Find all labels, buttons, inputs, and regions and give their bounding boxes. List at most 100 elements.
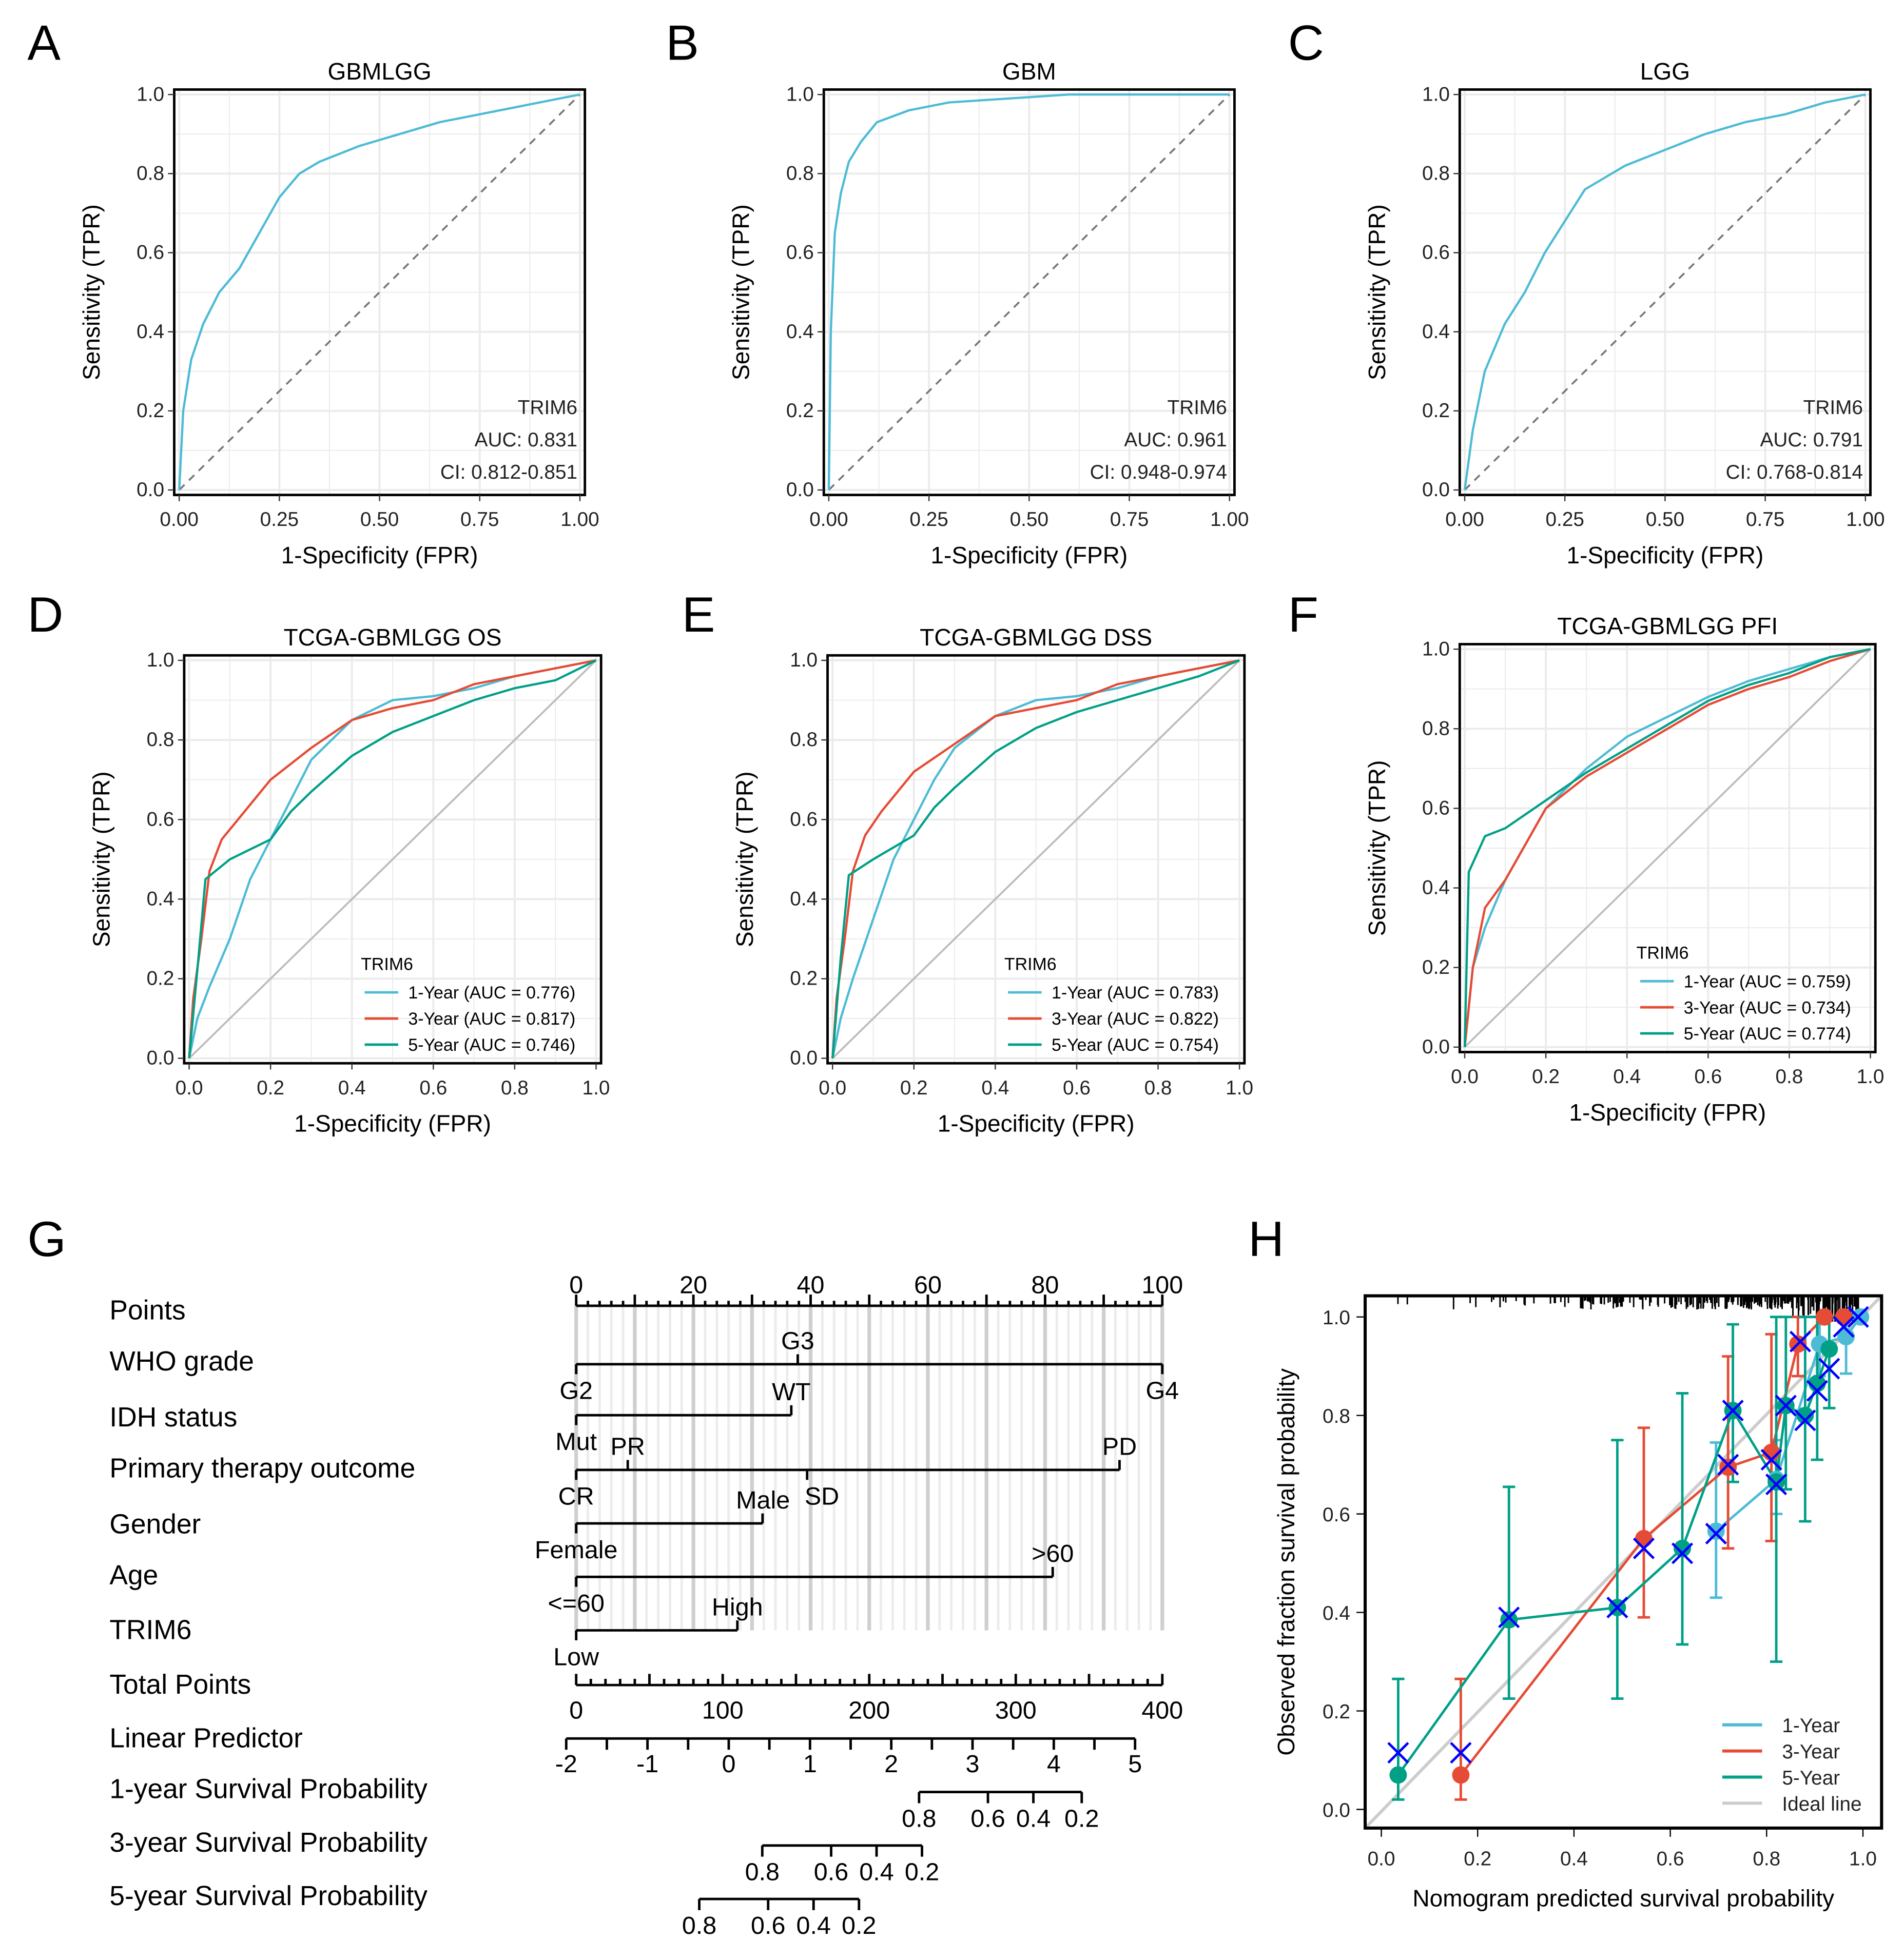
x-axis-label: 1-Specificity (FPR): [294, 1110, 491, 1137]
x-tick-label: 1.0: [582, 1077, 610, 1099]
legend-title: TRIM6: [1637, 944, 1689, 963]
roc-curve-1-year: [188, 659, 596, 1059]
survival-tick-label: 0.8: [902, 1805, 936, 1832]
y-tick-label: 0.8: [1323, 1405, 1350, 1427]
level-label: G3: [781, 1327, 814, 1355]
panel-letter: F: [1288, 586, 1318, 642]
legend-item: 3-Year: [1782, 1741, 1840, 1763]
panel-letter: H: [1248, 1211, 1284, 1267]
y-tick-label: 0.6: [790, 808, 818, 830]
nomogram-row-label: Primary therapy outcome: [109, 1453, 415, 1483]
y-tick-label: 1.0: [786, 83, 814, 105]
legend-item: 1-Year (AUC = 0.783): [1052, 983, 1219, 1003]
auc-annotation: AUC: 0.791: [1760, 429, 1863, 451]
survival-tick-label: 0.4: [796, 1912, 831, 1939]
x-tick-label: 0.6: [1657, 1848, 1684, 1870]
chart-title: TCGA-GBMLGG PFI: [1557, 613, 1778, 639]
y-tick-label: 0.4: [147, 888, 174, 910]
x-tick-label: 0.2: [900, 1077, 928, 1099]
y-axis-label: Sensitivity (TPR): [1364, 760, 1390, 936]
y-tick-label: 0.6: [1422, 242, 1450, 264]
calibration-line-1-year: [1715, 1316, 1862, 1533]
y-tick-label: 0.2: [137, 400, 164, 422]
linear-predictor-tick-label: 1: [803, 1750, 817, 1778]
survival-tick-label: 0.8: [682, 1912, 716, 1939]
level-label: G2: [559, 1377, 593, 1405]
y-tick-label: 0.8: [1422, 717, 1450, 739]
y-axis-label: Sensitivity (TPR): [78, 204, 105, 380]
x-tick-label: 0.4: [338, 1077, 366, 1099]
roc-curve-3-year: [1463, 648, 1871, 1047]
calibration-point: [1820, 1340, 1838, 1358]
plot-border: [826, 654, 1246, 1065]
x-tick-label: 0.75: [460, 508, 499, 531]
y-tick-label: 1.0: [147, 649, 174, 671]
reference-diagonal: [1464, 648, 1871, 1048]
chart-title: TCGA-GBMLGG OS: [284, 624, 502, 651]
x-marker: [1775, 1395, 1797, 1417]
x-marker: [1818, 1358, 1840, 1380]
x-tick-label: 1.00: [560, 508, 599, 531]
survival-tick-label: 0.6: [751, 1912, 785, 1939]
x-tick-label: 0.75: [1110, 508, 1149, 531]
survival-tick-label: 0.6: [970, 1805, 1005, 1832]
x-tick-label: 0.4: [1560, 1848, 1588, 1870]
linear-predictor-tick-label: 3: [966, 1750, 980, 1778]
roc-curve-trim6: [1463, 93, 1866, 491]
y-axis-label: Observed fraction survival probability: [1273, 1368, 1299, 1756]
legend-item: 3-Year (AUC = 0.822): [1052, 1009, 1219, 1029]
x-tick-label: 0.4: [1613, 1066, 1641, 1088]
panel-letter: G: [27, 1211, 66, 1267]
x-tick-label: 0.2: [1532, 1066, 1560, 1088]
points-tick-label: 60: [914, 1271, 942, 1299]
legend-item: Ideal line: [1782, 1793, 1861, 1815]
y-tick-label: 0.2: [1422, 400, 1450, 422]
linear-predictor-tick-label: 5: [1128, 1750, 1142, 1778]
calibration-point: [1767, 1473, 1785, 1491]
calibration-point: [1815, 1308, 1833, 1326]
legend-item: 3-Year (AUC = 0.734): [1684, 998, 1851, 1017]
points-tick-label: 20: [679, 1271, 707, 1299]
x-tick-label: 0.8: [501, 1077, 529, 1099]
linear-predictor-tick-label: 2: [884, 1750, 898, 1778]
roc-curve-trim6: [178, 93, 580, 491]
x-tick-label: 0.00: [809, 508, 848, 531]
x-marker: [1789, 1330, 1812, 1353]
calibration-point: [1835, 1308, 1853, 1326]
roc-panel-f: F 0.0 0.2 0.4 0.6 0.8 1.0 0.0 0.2 0.4 0.6 0.8 1.0 TCG…: [1288, 586, 1884, 1125]
y-tick-label: 0.0: [786, 479, 814, 501]
linear-predictor-tick-label: -1: [636, 1750, 658, 1778]
roc-panel-d: D 0.0 0.2 0.4 0.6 0.8 1.0 0.0 0.2 0.4 0.6 0.8 1.0 TCG…: [27, 586, 610, 1136]
panel-letter: D: [27, 586, 63, 642]
level-label: Female: [535, 1536, 618, 1564]
roc-curve-3-year: [188, 659, 596, 1059]
y-tick-label: 0.0: [147, 1047, 174, 1069]
auc-annotation: AUC: 0.831: [475, 429, 577, 451]
roc-curve-trim6: [827, 93, 1230, 490]
nomogram-row-label: 1-year Survival Probability: [109, 1774, 428, 1805]
x-marker: [1760, 1448, 1782, 1471]
y-tick-label: 0.8: [137, 162, 164, 184]
x-tick-label: 0.8: [1753, 1848, 1780, 1870]
plot-border: [1364, 1294, 1883, 1830]
y-tick-label: 0.8: [147, 729, 174, 751]
x-tick-label: 1.0: [1857, 1066, 1884, 1088]
legend: TRIM6 1-Year (AUC = 0.783) 3-Year (AUC = 0…: [1004, 955, 1219, 1055]
y-tick-label: 0.4: [1323, 1602, 1350, 1624]
legend-title: TRIM6: [361, 955, 413, 974]
x-tick-label: 1.00: [1846, 508, 1884, 531]
x-tick-label: 0.2: [1464, 1848, 1491, 1870]
y-axis-label: Sensitivity (TPR): [728, 204, 754, 380]
x-axis-label: 1-Specificity (FPR): [938, 1110, 1135, 1137]
y-tick-label: 0.0: [1323, 1799, 1350, 1821]
x-axis-label: Nomogram predicted survival probability: [1412, 1885, 1834, 1912]
calibration-point: [1635, 1530, 1653, 1547]
y-tick-label: 0.4: [786, 321, 814, 343]
linear-predictor-tick-label: -2: [555, 1750, 577, 1778]
legend: TRIM6 1-Year (AUC = 0.759) 3-Year (AUC = 0…: [1637, 944, 1851, 1044]
x-tick-label: 0.8: [1144, 1077, 1172, 1099]
total-points-tick-label: 0: [569, 1697, 583, 1725]
level-label: Low: [553, 1643, 599, 1671]
x-tick-label: 1.0: [1849, 1848, 1877, 1870]
